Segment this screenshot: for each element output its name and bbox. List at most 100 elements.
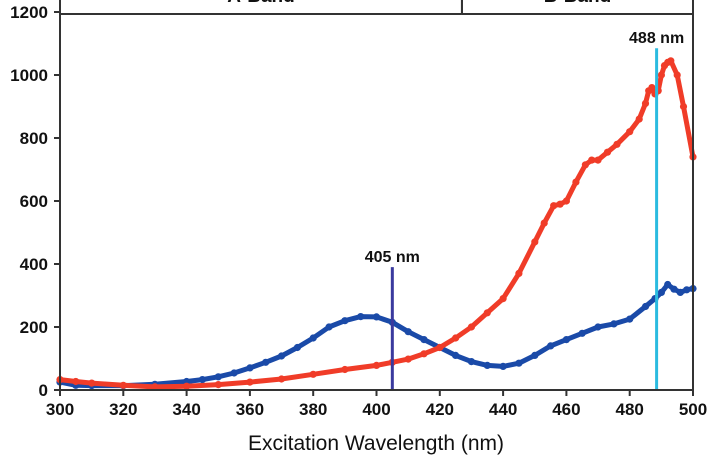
series-0-point [372, 313, 381, 321]
series-0-point [341, 317, 349, 325]
series-0-point [277, 352, 286, 360]
series-1-point [540, 219, 548, 227]
series-1-point [641, 99, 650, 107]
series-0-point [262, 358, 270, 366]
x-tick-label: 480 [616, 400, 644, 419]
x-tick-label: 300 [46, 400, 74, 419]
wavelength-marker-label: 488 nm [629, 30, 684, 47]
series-0-point [309, 334, 317, 342]
series-1-point [603, 148, 612, 156]
series-layer [56, 57, 697, 391]
series-1-point [436, 343, 444, 352]
series-1-point [594, 156, 602, 164]
series-0-point [670, 285, 678, 293]
series-1-point [483, 309, 491, 317]
y-tick-layer: 0 200 400 600 800 1000 1200 [10, 3, 60, 400]
y-tick-label: 800 [20, 129, 48, 148]
series-0-point [664, 280, 672, 289]
x-tick-label: 360 [236, 400, 264, 419]
series-1-point [572, 178, 580, 186]
series-1-point [404, 355, 412, 363]
series-line-1 [57, 58, 696, 390]
series-0-point [641, 302, 650, 311]
y-tick-label: 200 [20, 318, 48, 337]
series-1-point [581, 161, 590, 169]
y-tick-label: 400 [20, 255, 48, 274]
series-0-point [683, 286, 691, 294]
x-tick-label: 320 [109, 400, 137, 419]
series-0-point [214, 373, 222, 381]
series-1-point [119, 381, 127, 389]
series-1-point [588, 156, 596, 164]
band-label: B-Band [544, 0, 612, 7]
series-0-point [452, 351, 460, 359]
series-1-point [467, 323, 475, 331]
series-1-point [420, 350, 428, 358]
series-0-point [657, 288, 666, 296]
series-0-point [325, 323, 333, 331]
series-0-point [676, 288, 684, 296]
series-0-point [547, 342, 555, 350]
series-1-point [151, 383, 159, 391]
series-1-point [635, 115, 643, 123]
series-1-point [214, 381, 222, 389]
series-1-point [341, 365, 349, 374]
series-1-point [657, 71, 666, 79]
series-1-point [499, 295, 507, 303]
series-line-0 [57, 282, 696, 389]
series-1-point [626, 128, 634, 136]
series-0-point [198, 376, 206, 384]
series-1-point [452, 334, 460, 342]
series-0-point [404, 328, 412, 336]
series-0-point [531, 351, 539, 359]
y-tick-label: 1000 [10, 66, 48, 85]
series-0-point [515, 359, 523, 367]
x-tick-label: 420 [426, 400, 454, 419]
axes-layer [59, 0, 694, 391]
x-tick-label: 440 [489, 400, 517, 419]
series-1-point [667, 57, 675, 65]
series-1-point [648, 84, 656, 92]
x-tick-label: 500 [679, 400, 707, 419]
series-1-point [88, 379, 96, 387]
series-0-point [230, 369, 238, 377]
x-tick-label: 400 [362, 400, 390, 419]
series-1-point [562, 197, 571, 205]
series-0-point [626, 315, 634, 323]
y-tick-label: 0 [39, 381, 48, 400]
series-0-point [610, 320, 618, 328]
series-0-point [594, 323, 602, 331]
series-1-point [277, 375, 286, 383]
series-1-point [556, 200, 564, 208]
series-1-point [679, 102, 688, 111]
series-0-point [562, 336, 571, 344]
band-label: A-Band [227, 0, 295, 7]
series-0-point [420, 336, 428, 344]
series-1-point [673, 71, 681, 79]
series-0-point [499, 362, 507, 370]
wavelength-marker-label: 405 nm [365, 249, 420, 266]
series-1-point [309, 370, 317, 378]
series-0-point [483, 361, 491, 369]
x-tick-layer: 300 320 340 360 380 400 420 440 460 480 500 [46, 390, 707, 419]
series-1-point [372, 361, 381, 369]
series-0-point [293, 343, 301, 352]
x-tick-label: 460 [552, 400, 580, 419]
series-0-point [357, 313, 365, 321]
band-header-layer: A-Band B-Band [59, 0, 694, 15]
series-0-point [578, 329, 586, 337]
series-0-point [467, 358, 475, 366]
x-tick-label: 380 [299, 400, 327, 419]
y-tick-label: 1200 [10, 3, 48, 22]
series-0-point [246, 364, 254, 372]
series-1-point [246, 378, 254, 386]
x-axis-title: Excitation Wavelength (nm) [248, 432, 504, 455]
series-1-point [531, 238, 539, 246]
y-tick-label: 600 [20, 192, 48, 211]
marker-layer: 405 nm 488 nm [365, 30, 684, 390]
series-1-point [183, 382, 191, 390]
series-1-point [72, 377, 80, 386]
series-1-point [613, 140, 621, 148]
series-1-point [515, 269, 523, 277]
